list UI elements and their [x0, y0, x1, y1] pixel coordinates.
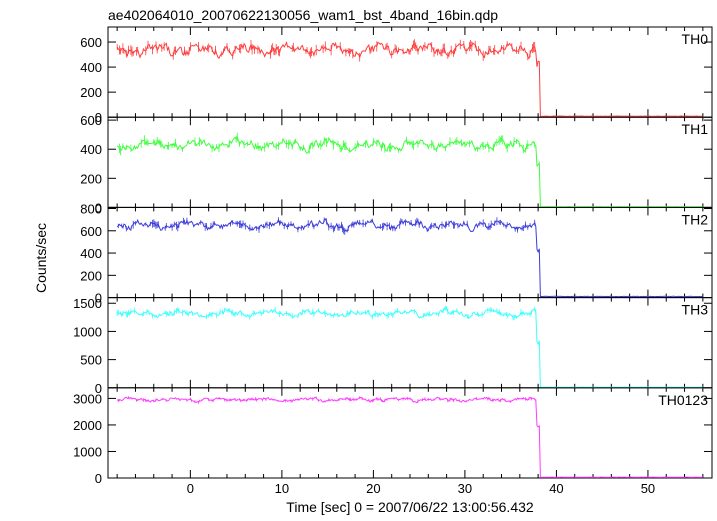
y-tick-label: 600 [80, 35, 102, 50]
y-tick-label: 0 [95, 110, 102, 125]
panel-th2: 0 200 400 600 800 TH2 [80, 202, 713, 306]
y-tick-label: 200 [80, 268, 102, 283]
x-tick-label: 10 [275, 481, 289, 496]
y-tick-label: 800 [80, 202, 102, 217]
panel-th3: 0 500 1000 1500 TH3 [73, 296, 713, 396]
error-bars [116, 305, 537, 321]
y-axis-label: Counts/sec [33, 223, 49, 293]
y-tick-label: 600 [80, 224, 102, 239]
y-tick-label: 0 [95, 291, 102, 306]
y-tick-label: 400 [80, 246, 102, 261]
series-label: TH0 [682, 31, 709, 47]
y-tick-label: 400 [80, 142, 102, 157]
error-bars [117, 217, 536, 235]
series-label: TH2 [682, 211, 709, 227]
y-tick-label: 400 [80, 60, 102, 75]
y-tick-label: 0 [95, 200, 102, 215]
y-tick-label: 500 [80, 353, 102, 368]
y-tick-label: 200 [80, 171, 102, 186]
y-tick-label: 2000 [73, 418, 102, 433]
error-bars [117, 396, 537, 404]
error-bars [116, 39, 536, 62]
x-axis-label: Time [sec] 0 = 2007/06/22 13:00:56.432 [286, 499, 534, 515]
series-line [116, 136, 703, 208]
y-tick-label: 0 [95, 471, 102, 486]
panel-th1: 0 200 400 600 TH1 [80, 113, 713, 215]
series-label: TH1 [682, 121, 709, 137]
y-tick-label: 1500 [73, 296, 102, 311]
series-label: TH0123 [658, 392, 708, 408]
x-tick-label: 40 [549, 481, 563, 496]
x-tick-label: 30 [458, 481, 472, 496]
x-tick-label: 50 [641, 481, 655, 496]
panel-th0123: 0 1000 2000 3000 TH0123 [73, 387, 713, 486]
y-tick-label: 0 [95, 381, 102, 396]
series-line [116, 307, 703, 388]
series-line [116, 396, 703, 478]
y-tick-label: 3000 [73, 391, 102, 406]
panel-frame [107, 26, 713, 118]
y-tick-label: 1000 [73, 444, 102, 459]
x-tick-label: 0 [187, 481, 194, 496]
error-bars [119, 132, 536, 156]
y-tick-label: 1000 [73, 324, 102, 339]
y-tick-label: 200 [80, 85, 102, 100]
panel-th0: 0 200 400 600 TH0 [80, 26, 713, 125]
panel-frame [107, 116, 713, 208]
panel-frame [107, 206, 713, 299]
y-tick-label: 600 [80, 113, 102, 128]
plot-title: ae402064010_20070622130056_wam1_bst_4ban… [108, 7, 498, 23]
series-label: TH3 [682, 302, 709, 318]
x-tick-label: 20 [366, 481, 380, 496]
